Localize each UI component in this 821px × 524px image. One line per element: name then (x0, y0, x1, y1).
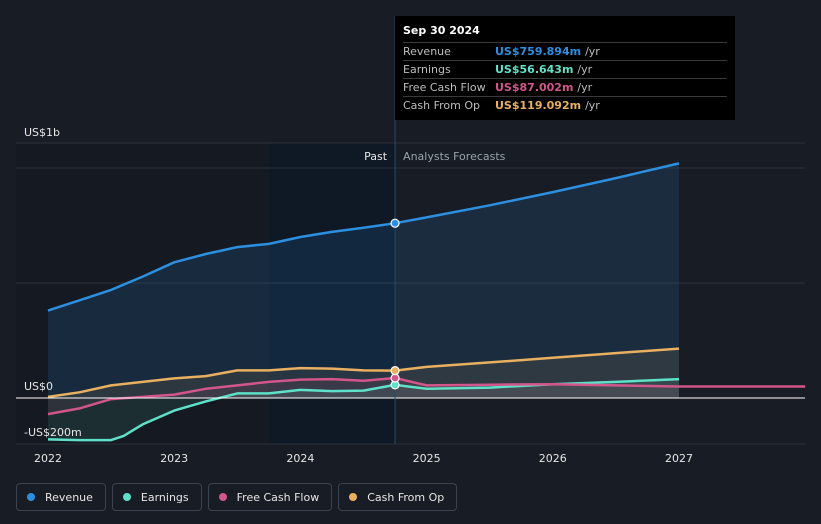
legend-dot-icon (349, 493, 358, 501)
legend-label: Cash From Op (367, 490, 445, 504)
legend-label: Free Cash Flow (236, 490, 320, 504)
legend-item-cash-from-op[interactable]: Cash From Op (338, 483, 458, 511)
x-tick-label: 2027 (665, 452, 693, 465)
x-tick-label: 2022 (34, 452, 62, 465)
past-label: Past (364, 150, 388, 163)
past-shade (268, 143, 396, 444)
tooltip-label: Cash From Op (403, 99, 481, 112)
legend-dot-icon (122, 493, 131, 501)
tooltip-date: Sep 30 2024 (403, 24, 480, 37)
y-tick-label: US$0 (24, 380, 53, 393)
y-axis-labels: US$1b US$0 -US$200m (24, 126, 82, 439)
x-tick-label: 2025 (413, 452, 441, 465)
legend-dot-icon (27, 493, 35, 501)
tooltip-row-cash-from-op: Cash From Op US$119.092m/yr (403, 96, 727, 114)
tooltip-row-revenue: Revenue US$759.894m/yr (403, 42, 727, 60)
legend-dot-icon (218, 493, 227, 501)
y-tick-label: -US$200m (24, 426, 82, 439)
tooltip-label: Revenue (403, 45, 451, 58)
revenue-area (48, 163, 679, 398)
legend-label: Earnings (140, 490, 189, 504)
hover-markers (390, 218, 400, 390)
tooltip-value: US$759.894m (495, 45, 582, 58)
revenue-marker (390, 218, 400, 228)
earnings-area (48, 379, 679, 441)
x-tick-label: 2023 (160, 452, 188, 465)
earnings-line (47, 377, 680, 442)
tooltip-value: US$87.002m (495, 81, 574, 94)
tooltip: Sep 30 2024 Revenue US$759.894m/yr Earning… (395, 16, 735, 120)
x-axis-labels: 2022 2023 2024 2025 2026 2027 (34, 452, 693, 465)
x-tick-label: 2024 (286, 452, 314, 465)
cash-from-op-line (47, 347, 680, 399)
tooltip-label: Earnings (403, 63, 451, 76)
legend-item-revenue[interactable]: Revenue (16, 483, 106, 511)
revenue-line (47, 162, 680, 312)
tooltip-unit: /yr (577, 81, 593, 94)
tooltip-row-earnings: Earnings US$56.643m/yr (403, 60, 727, 78)
grid-lines (16, 142, 805, 445)
forecast-label: Analysts Forecasts (403, 150, 506, 163)
tooltip-label: Free Cash Flow (403, 81, 486, 94)
tooltip-value: US$56.643m (495, 63, 574, 76)
cash-from-op-marker (390, 366, 400, 376)
y-tick-label: US$1b (24, 126, 60, 139)
tooltip-unit: /yr (585, 45, 600, 58)
x-tick-label: 2026 (539, 452, 567, 465)
free-cash-flow-line (47, 376, 806, 416)
legend: Revenue Earnings Free Cash Flow Cash From O… (16, 483, 458, 511)
tooltip-unit: /yr (577, 63, 593, 76)
legend-item-free-cash-flow[interactable]: Free Cash Flow (207, 483, 333, 511)
past-left-shade (16, 143, 269, 444)
legend-label: Revenue (45, 490, 93, 504)
series-lines (47, 162, 806, 442)
legend-item-earnings[interactable]: Earnings (111, 483, 202, 511)
tooltip-value: US$119.092m (495, 99, 582, 112)
tooltip-unit: /yr (585, 99, 600, 112)
tooltip-row-free-cash-flow: Free Cash Flow US$87.002m/yr (403, 78, 727, 96)
tooltip-rows: Revenue US$759.894m/yr Earnings US$56.643m /… (403, 42, 727, 114)
